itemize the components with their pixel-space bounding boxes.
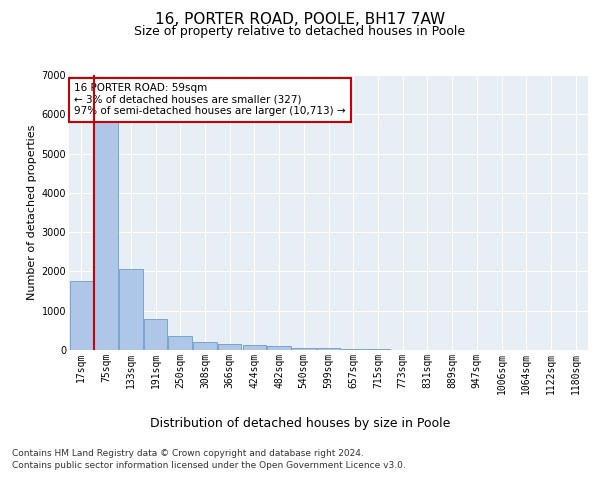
Text: Size of property relative to detached houses in Poole: Size of property relative to detached ho… <box>134 25 466 38</box>
Text: 16 PORTER ROAD: 59sqm
← 3% of detached houses are smaller (327)
97% of semi-deta: 16 PORTER ROAD: 59sqm ← 3% of detached h… <box>74 83 346 116</box>
Text: Distribution of detached houses by size in Poole: Distribution of detached houses by size … <box>150 418 450 430</box>
Bar <box>292 348 316 350</box>
Bar <box>242 345 266 350</box>
Bar <box>366 349 389 350</box>
Bar <box>341 349 365 350</box>
Bar <box>218 344 241 350</box>
Text: Contains public sector information licensed under the Open Government Licence v3: Contains public sector information licen… <box>12 461 406 470</box>
Bar <box>119 270 143 350</box>
Bar <box>169 336 192 350</box>
Bar <box>144 318 167 350</box>
Y-axis label: Number of detached properties: Number of detached properties <box>28 125 37 300</box>
Bar <box>70 281 93 350</box>
Bar <box>317 348 340 350</box>
Text: 16, PORTER ROAD, POOLE, BH17 7AW: 16, PORTER ROAD, POOLE, BH17 7AW <box>155 12 445 28</box>
Text: Contains HM Land Registry data © Crown copyright and database right 2024.: Contains HM Land Registry data © Crown c… <box>12 448 364 458</box>
Bar <box>193 342 217 350</box>
Bar <box>268 346 291 350</box>
Bar <box>94 122 118 350</box>
